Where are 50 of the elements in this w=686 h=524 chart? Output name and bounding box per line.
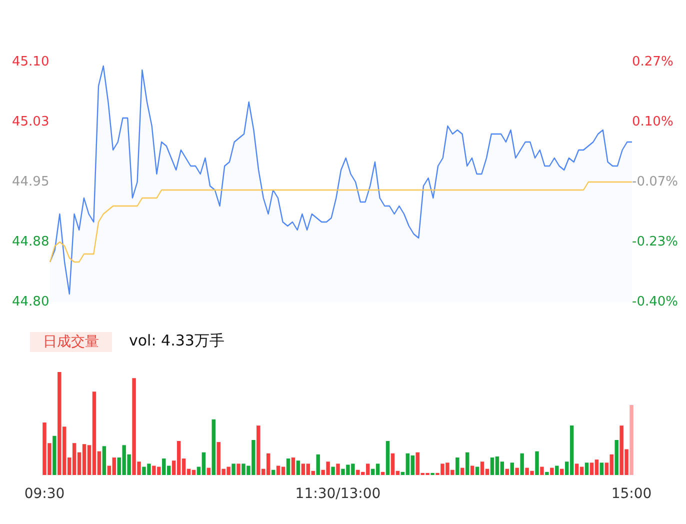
bar [456, 457, 460, 475]
bar [232, 464, 236, 475]
bar [510, 462, 514, 475]
bar [102, 446, 106, 475]
bar [550, 468, 554, 475]
line-series [49, 181, 633, 263]
bar [296, 460, 300, 475]
bar [336, 464, 340, 475]
y2-tick-label: 0.10% [632, 114, 674, 130]
bar [560, 468, 564, 475]
bar [286, 458, 290, 475]
y2-tick-label: -0.07% [632, 174, 678, 190]
bar [331, 466, 335, 475]
bar [614, 440, 618, 475]
y-tick-label: 45.10 [12, 54, 50, 70]
bar [630, 404, 634, 475]
bar [206, 468, 211, 475]
bar [460, 468, 464, 475]
bar [600, 462, 604, 475]
bar [380, 472, 385, 475]
y2-tick-label: -0.40% [632, 294, 678, 310]
bar [520, 453, 524, 475]
x-tick-label: 09:30 [24, 486, 65, 502]
bar [545, 472, 549, 475]
bar [475, 466, 480, 475]
bar [515, 468, 519, 475]
bar [584, 462, 589, 475]
bar [316, 454, 320, 475]
bar [236, 464, 240, 475]
y2-tick-label: 0.27% [632, 54, 674, 70]
bar [212, 419, 216, 475]
x-tick-label: 15:00 [611, 486, 652, 502]
bar [555, 466, 559, 475]
bar [505, 468, 510, 475]
bar [386, 441, 390, 475]
bar [52, 436, 56, 475]
text: vol: 4.33万手 [129, 332, 224, 350]
y2-tick-label: -0.23% [632, 234, 678, 250]
y-tick-label: 44.80 [12, 294, 50, 310]
bar [271, 470, 276, 475]
y-tick-label: 45.03 [12, 114, 50, 130]
bar [540, 466, 544, 475]
bar [535, 451, 539, 475]
y-tick-label: 44.95 [12, 174, 50, 190]
text: 日成交量 [43, 334, 99, 350]
y-tick-label: 44.88 [12, 234, 50, 250]
bar [470, 466, 474, 475]
bar [465, 452, 470, 475]
x-tick-label: 11:30/13:00 [295, 486, 381, 502]
bar [291, 457, 296, 475]
